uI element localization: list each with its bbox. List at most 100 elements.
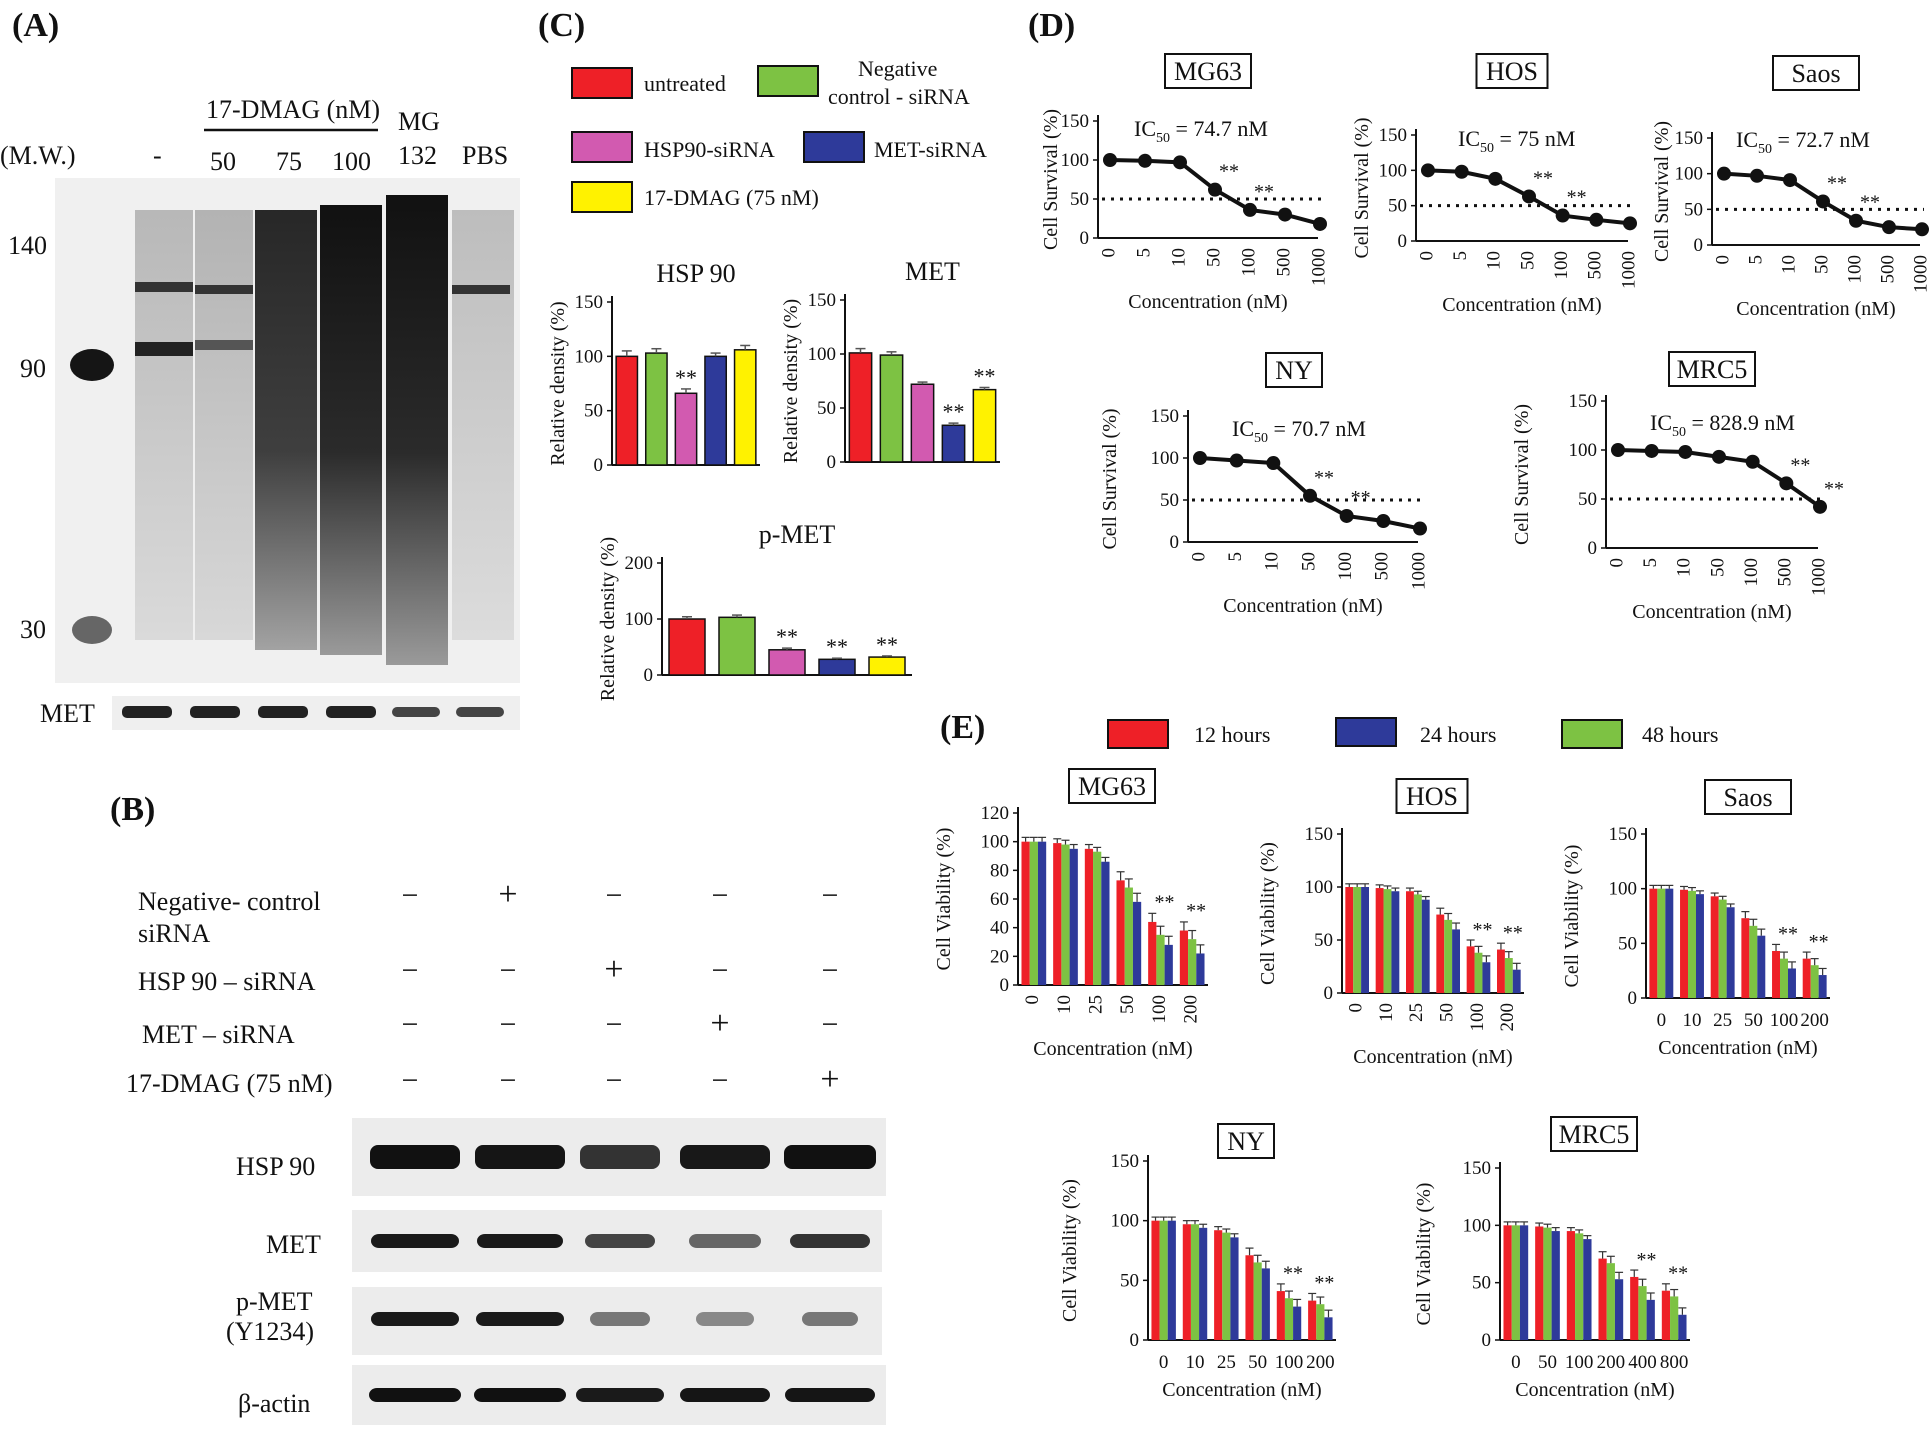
data-point (1278, 207, 1292, 222)
sign-r3-c4: + (820, 1061, 839, 1098)
sign-r3-c1: − (500, 1064, 517, 1097)
bar (1188, 939, 1197, 985)
x-tick-label: 100 (1844, 255, 1865, 284)
x-tick-label: 1000 (1408, 552, 1429, 590)
y-tick-label: 50 (817, 398, 836, 419)
sign-r0-c2: − (606, 879, 623, 912)
legend-12h: 12 hours (1194, 722, 1270, 747)
y-tick-label: 50 (1472, 1273, 1491, 1294)
lane-label-50: 50 (210, 147, 236, 176)
cond-dmag-label: 17-DMAG (75 nM) (126, 1069, 333, 1098)
band-control-upper (135, 282, 193, 292)
chart-title-box (1475, 53, 1549, 89)
bar (1167, 1220, 1176, 1340)
bar (1466, 946, 1475, 993)
chart-title-box (1265, 352, 1323, 388)
x-tick-label: 200 (1497, 1003, 1518, 1032)
chart-title: NY (1227, 1127, 1265, 1156)
lane-smear-mg132 (386, 195, 448, 665)
y-tick-label: 150 (1609, 824, 1638, 845)
y-axis-label: Relative density (%) (780, 299, 802, 463)
data-point (1779, 476, 1794, 491)
sign-r0-c1: + (498, 876, 517, 913)
x-tick-label: 100 (1335, 552, 1356, 581)
y-axis-label: Cell Survival (%) (1651, 121, 1673, 262)
bar (668, 618, 706, 676)
bar (1156, 934, 1165, 985)
data-point (1173, 155, 1187, 170)
bar (1101, 861, 1110, 985)
y-tick-label: 0 (1588, 538, 1598, 559)
met-band-3 (258, 706, 308, 718)
legend-negctrl-1: Negative (858, 56, 937, 81)
marker-band-30 (72, 616, 112, 644)
y-tick-label: 150 (1675, 128, 1704, 149)
x-tick-label: 0 (1159, 1352, 1169, 1373)
bar (868, 656, 906, 676)
y-tick-label: 50 (1388, 196, 1407, 217)
row-pmet-label: p-MET (236, 1287, 313, 1316)
chart-c-p-met: 0 100 200 Relative density (%) p-MET ** ** ** (597, 520, 912, 701)
significance-mark: ** (1778, 923, 1798, 945)
significance-mark: ** (826, 634, 848, 659)
bar (674, 392, 698, 466)
legend-24h: 24 hours (1420, 722, 1496, 747)
sign-r3-c3: − (712, 1064, 729, 1097)
sign-r1-c2: + (604, 951, 623, 988)
bar (1276, 1291, 1285, 1340)
y-tick-label: 100 (981, 832, 1010, 853)
band-r0-lane4 (784, 1145, 876, 1169)
bar (1124, 887, 1133, 985)
bar (1182, 1224, 1191, 1340)
data-point (1376, 514, 1391, 528)
x-tick-label: 10 (1054, 995, 1075, 1014)
legend-c: untreated Negative control - siRNA HSP90… (571, 56, 987, 213)
sign-r3-c0: − (402, 1064, 419, 1097)
significance-mark: ** (1473, 919, 1493, 941)
data-point (1611, 443, 1625, 457)
sign-r2-c3: + (710, 1005, 729, 1042)
x-axis-label: Concentration (nM) (1442, 294, 1601, 316)
band-r3-lane3 (680, 1388, 770, 1402)
bar (1179, 930, 1189, 985)
significance-mark: ** (1860, 192, 1880, 214)
x-tick-label: 25 (1713, 1010, 1732, 1031)
chart-title-box (1772, 55, 1860, 91)
significance-mark: ** (1503, 922, 1523, 944)
chart-title-box (1164, 53, 1252, 89)
data-point (1816, 194, 1830, 209)
bar (1726, 907, 1735, 998)
band-r2-lane1 (476, 1312, 564, 1326)
bar (1503, 1225, 1512, 1340)
x-tick-label: 200 (1800, 1010, 1829, 1031)
sign-r2-c4: − (822, 1008, 839, 1041)
x-tick-label: 5 (1640, 558, 1661, 568)
y-tick-label: 100 (1675, 164, 1704, 185)
legend-swatch-hsp90 (571, 131, 633, 163)
y-axis-label: Cell Survival (%) (1099, 408, 1121, 549)
x-tick-label: 0 (1712, 255, 1733, 265)
chart-c-met: 0 50 100 150 Relative density (%) MET ** ** (780, 257, 1000, 473)
bar (1116, 880, 1125, 985)
chart-title: Saos (1791, 59, 1840, 88)
bar (1638, 1286, 1647, 1340)
bar (1519, 1225, 1529, 1340)
chart-title: MRC5 (1559, 1120, 1630, 1149)
legend-dmag: 17-DMAG (75 nM) (644, 185, 819, 210)
y-tick-label: 150 (1111, 1151, 1140, 1172)
x-tick-label: 5 (1133, 248, 1154, 258)
significance-mark: ** (1668, 1263, 1688, 1285)
chart-title-box (1217, 1123, 1275, 1159)
bar (1802, 958, 1811, 998)
data-point (1522, 189, 1536, 204)
bar (1261, 1268, 1270, 1340)
row-pmet-sub: (Y1234) (226, 1317, 314, 1346)
x-tick-label: 5 (1745, 255, 1766, 265)
significance-mark: ** (1155, 891, 1175, 913)
band-r2-lane2 (590, 1312, 650, 1326)
bar (1710, 896, 1719, 998)
